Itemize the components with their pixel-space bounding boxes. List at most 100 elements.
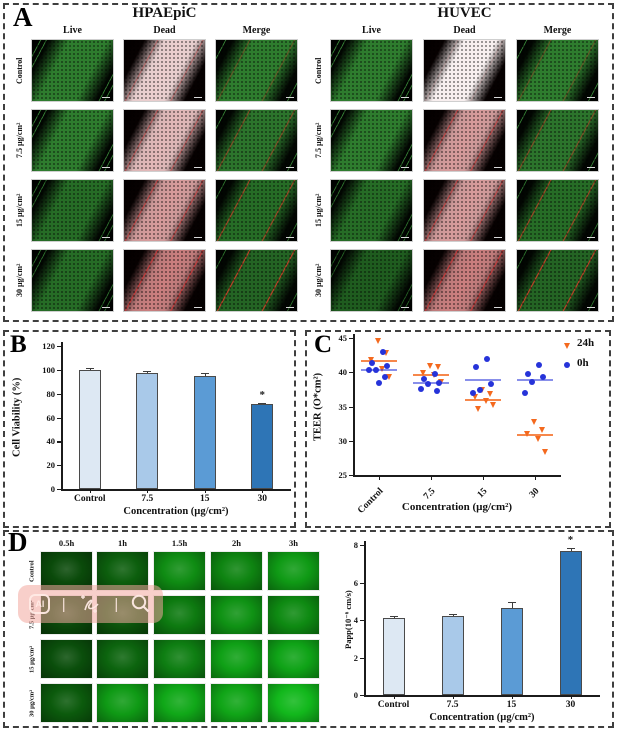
scale-bar xyxy=(494,97,502,98)
panel-b: B 0 20 40 60 80 100 120 Control 7.5 15 * 30 Cell Via… xyxy=(3,330,296,528)
data-point-circle xyxy=(540,374,546,381)
panel-d-letter: D xyxy=(8,527,28,557)
error-bar-cap xyxy=(389,616,398,618)
x-tick xyxy=(147,490,149,493)
micro-image-merge xyxy=(516,249,599,312)
y-tick xyxy=(349,406,353,408)
bar xyxy=(193,376,216,489)
micro-image-live xyxy=(330,109,413,172)
scale-bar xyxy=(401,167,409,168)
mean-line xyxy=(361,360,397,363)
y-axis xyxy=(353,334,355,475)
micro-image-dead xyxy=(123,39,206,102)
y-tick xyxy=(349,372,353,374)
data-point-triangle xyxy=(534,435,541,442)
data-point-triangle xyxy=(426,362,433,369)
row-label: 7.5 µg/cm² xyxy=(15,122,24,159)
micro-image-merge xyxy=(516,109,599,172)
fluorescence-image xyxy=(267,551,320,591)
error-bar-cap xyxy=(566,547,575,549)
significance-star: * xyxy=(567,533,574,546)
mean-line xyxy=(361,368,397,371)
y-tick-label: 8 xyxy=(353,540,358,550)
error-bar-cap xyxy=(507,602,516,604)
y-tick xyxy=(349,475,353,477)
panel-b-letter: B xyxy=(10,331,27,358)
x-axis xyxy=(364,695,600,697)
y-tick xyxy=(57,441,61,443)
hpaepic-title: HPAEpiC xyxy=(132,5,197,21)
mean-line xyxy=(517,379,553,382)
data-point-circle xyxy=(384,363,390,370)
y-tick xyxy=(349,440,353,442)
y-tick xyxy=(57,346,61,348)
row-label: 7.5 µg/cm² xyxy=(314,122,323,159)
column-header-dead: Dead xyxy=(153,25,176,36)
y-tick xyxy=(360,582,364,584)
column-header-merge: Merge xyxy=(543,25,572,36)
fluorescence-image xyxy=(40,639,93,679)
bar xyxy=(382,618,405,695)
row-label: 30 µg/cm² xyxy=(15,263,24,298)
x-tick xyxy=(379,476,381,480)
x-axis-title: Concentration (µg/cm²) xyxy=(401,501,513,513)
x-tick xyxy=(452,696,454,699)
huvec-title: HUVEC xyxy=(437,5,492,21)
x-tick-label: 7.5 xyxy=(446,700,459,710)
y-axis-title: Papp(10⁻⁶ cm/s) xyxy=(343,590,353,650)
mean-line xyxy=(413,373,449,376)
y-tick-label: 20 xyxy=(46,460,56,471)
column-header-live: Live xyxy=(63,25,82,36)
error-bar-cap xyxy=(200,373,209,375)
scale-bar xyxy=(286,97,294,98)
row-label: 15 µg/cm² xyxy=(15,193,24,228)
panel-a-letter: A xyxy=(13,2,33,32)
x-axis xyxy=(61,489,291,491)
legend-label: 0h xyxy=(577,357,589,369)
error-bar xyxy=(511,602,513,608)
column-header-0.5h: 0.5h xyxy=(58,538,75,548)
x-tick-label: Control xyxy=(377,700,410,710)
data-point-triangle xyxy=(474,406,481,413)
fluorescence-image xyxy=(210,683,263,723)
y-axis-title: Cell Viability (%) xyxy=(11,377,23,458)
data-point-triangle xyxy=(374,337,381,344)
scale-bar xyxy=(194,237,202,238)
fluorescence-image xyxy=(40,683,93,723)
y-tick-label: 60 xyxy=(46,412,56,423)
data-point-triangle xyxy=(471,394,478,401)
x-tick-label: 30 xyxy=(257,494,268,504)
micro-image-dead xyxy=(423,109,506,172)
y-tick xyxy=(349,338,353,340)
data-point-triangle xyxy=(486,390,493,397)
y-tick-label: 30 xyxy=(338,435,348,446)
error-bar xyxy=(204,373,206,377)
mean-line xyxy=(465,379,501,382)
x-tick-label: 30 xyxy=(565,700,576,710)
y-tick-label: 80 xyxy=(46,388,56,399)
scale-bar xyxy=(494,307,502,308)
scale-bar xyxy=(194,167,202,168)
scale-bar xyxy=(587,307,595,308)
x-tick xyxy=(89,490,91,493)
data-point-circle xyxy=(525,371,531,378)
scale-bar xyxy=(401,97,409,98)
y-axis xyxy=(61,342,63,489)
x-tick xyxy=(431,476,433,480)
panel-a: A HPAEpiC HUVEC Live Dead Merge Control 7.5 … xyxy=(3,3,614,322)
data-point-circle xyxy=(522,390,528,397)
panel-c-letter: C xyxy=(314,331,333,358)
micro-image-dead xyxy=(123,109,206,172)
bar xyxy=(251,404,274,489)
magnifier-icon xyxy=(131,594,149,613)
micro-image-merge xyxy=(215,179,298,242)
y-tick xyxy=(360,545,364,547)
row-label: Control xyxy=(314,57,323,84)
error-bar xyxy=(570,547,572,551)
micro-image-live xyxy=(31,109,114,172)
fluorescence-image xyxy=(267,595,320,635)
scale-bar xyxy=(494,167,502,168)
y-tick xyxy=(57,369,61,372)
y-tick-label: 40 xyxy=(338,367,348,378)
fluorescence-image xyxy=(40,551,93,591)
